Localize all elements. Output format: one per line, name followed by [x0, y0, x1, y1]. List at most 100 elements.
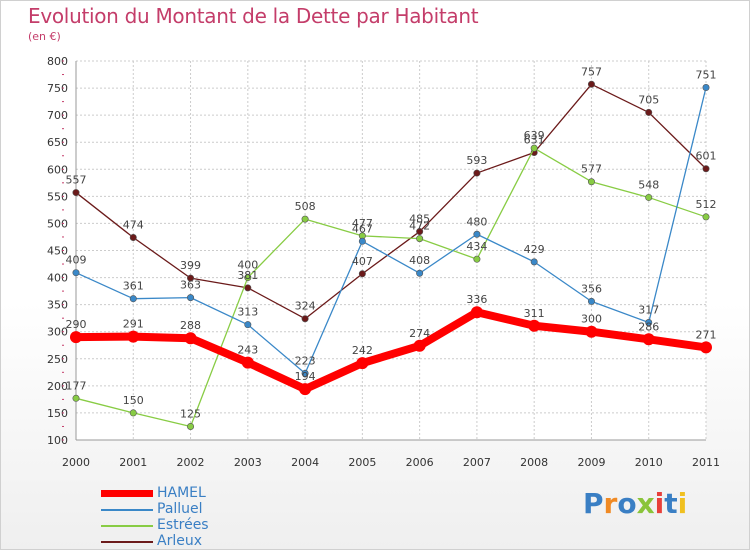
chart-title: Evolution du Montant de la Dette par Hab… — [28, 4, 479, 28]
data-label: 286 — [638, 320, 659, 333]
data-point — [645, 319, 653, 327]
data-point — [244, 321, 252, 329]
data-label: 363 — [180, 279, 201, 292]
data-point — [585, 325, 598, 338]
data-point — [241, 356, 254, 369]
data-point — [470, 306, 483, 319]
data-label: 480 — [466, 215, 487, 228]
x-tick-label: 2010 — [635, 456, 663, 469]
data-point — [301, 215, 309, 223]
y-tick-label: 750 — [47, 82, 68, 95]
data-point — [72, 269, 80, 277]
logo-letter: i — [654, 487, 665, 520]
data-label: 177 — [66, 379, 87, 392]
data-point — [702, 84, 710, 92]
logo-letter: t — [664, 487, 678, 520]
data-point — [129, 409, 137, 417]
data-point — [301, 315, 309, 323]
series-line-estrées — [75, 147, 707, 428]
x-tick-label: 2001 — [119, 456, 147, 469]
data-label: 291 — [123, 318, 144, 331]
data-label: 477 — [352, 217, 373, 230]
data-point — [358, 237, 366, 245]
data-point — [473, 255, 481, 263]
data-point — [416, 228, 424, 236]
data-label: 324 — [295, 300, 316, 313]
data-label: 336 — [466, 293, 487, 306]
y-tick-label: 400 — [47, 272, 68, 285]
series-line-hamel — [72, 308, 710, 394]
data-point — [587, 297, 595, 305]
x-tick-label: 2009 — [577, 456, 605, 469]
x-tick-label: 2004 — [291, 456, 319, 469]
data-point — [702, 165, 710, 173]
data-point — [413, 339, 426, 352]
data-label: 705 — [638, 93, 659, 106]
data-label: 223 — [295, 354, 316, 367]
data-label: 467 — [352, 222, 373, 235]
data-point — [416, 269, 424, 277]
data-point — [356, 357, 369, 370]
data-point — [70, 331, 82, 344]
data-point — [244, 274, 252, 282]
data-label: 601 — [696, 150, 717, 163]
logo-letter: r — [603, 487, 618, 520]
data-label: 751 — [696, 69, 717, 82]
data-label: 361 — [123, 280, 144, 293]
data-label: 288 — [180, 319, 201, 332]
data-label: 356 — [581, 282, 602, 295]
y-tick-label: 300 — [47, 326, 68, 339]
data-point — [187, 294, 195, 302]
data-point — [702, 213, 710, 221]
data-label: 274 — [409, 327, 430, 340]
data-point — [72, 394, 80, 402]
x-tick-label: 2003 — [234, 456, 262, 469]
data-label: 400 — [237, 259, 258, 272]
data-label: 474 — [123, 219, 144, 232]
data-label: 290 — [66, 318, 87, 331]
x-tick-label: 2011 — [692, 456, 720, 469]
x-tick-label: 2008 — [520, 456, 548, 469]
y-tick-label: 800 — [47, 55, 68, 68]
data-label: 593 — [466, 154, 487, 167]
y-tick-label: 100 — [47, 434, 68, 447]
data-point — [299, 383, 312, 396]
logo-letter: i — [677, 487, 688, 520]
y-tick-label: 250 — [47, 353, 68, 366]
x-tick-label: 2006 — [406, 456, 434, 469]
data-point — [187, 422, 195, 430]
y-tick-label: 600 — [47, 163, 68, 176]
data-point — [700, 341, 712, 354]
data-label: 242 — [352, 344, 373, 357]
plot-area — [76, 61, 706, 440]
data-point — [129, 295, 137, 303]
x-tick-label: 2002 — [177, 456, 205, 469]
x-tick-label: 2000 — [62, 456, 90, 469]
data-point — [127, 330, 140, 343]
y-tick-label: 550 — [47, 190, 68, 203]
data-label: 317 — [638, 304, 659, 317]
data-label: 194 — [295, 370, 316, 383]
series-line-palluel — [75, 86, 707, 375]
data-label: 300 — [581, 313, 602, 326]
data-label: 631 — [524, 134, 545, 147]
data-point — [587, 178, 595, 186]
data-point — [129, 234, 137, 242]
data-label: 408 — [409, 254, 430, 267]
data-label: 434 — [466, 240, 487, 253]
data-label: 150 — [123, 394, 144, 407]
data-label: 243 — [237, 344, 258, 357]
data-label: 271 — [696, 328, 717, 341]
logo-letter: x — [636, 487, 655, 520]
data-label: 399 — [180, 259, 201, 272]
data-label: 548 — [638, 178, 659, 191]
data-label: 125 — [180, 407, 201, 420]
y-tick-label: 500 — [47, 217, 68, 230]
data-point — [184, 332, 197, 345]
legend-swatch — [101, 509, 153, 511]
logo-letter: o — [617, 487, 637, 520]
data-label: 313 — [237, 306, 258, 319]
legend-swatch — [101, 541, 153, 543]
logo-letter: P — [583, 487, 604, 520]
